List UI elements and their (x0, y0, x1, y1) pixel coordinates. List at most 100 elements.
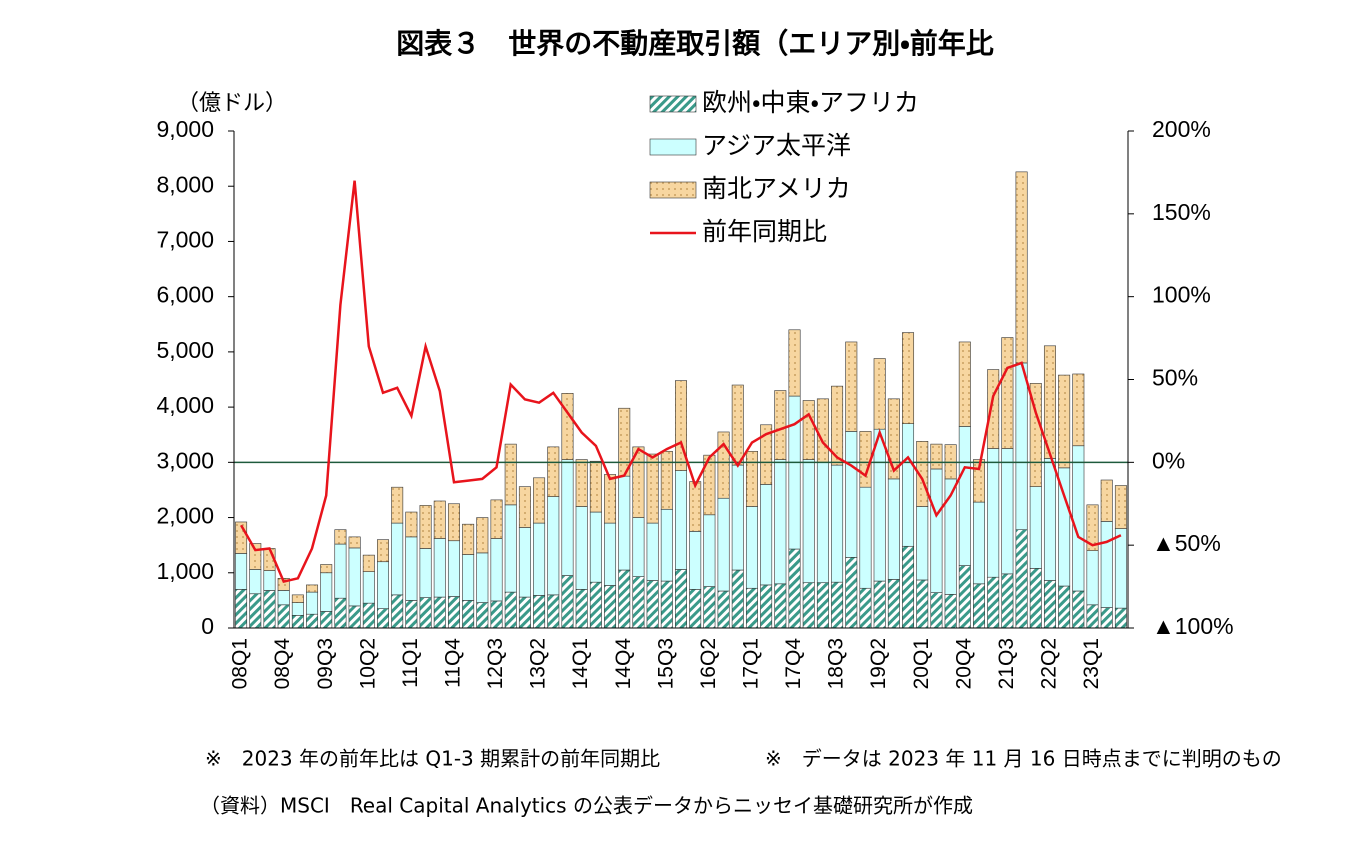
bar-segment (902, 545, 915, 629)
x-tick-label: 08Q4 (271, 638, 294, 690)
bar-segment (334, 543, 347, 599)
y-tick-label: 2,000 (156, 503, 214, 529)
bar-segment (675, 470, 687, 570)
bar-segment (632, 446, 645, 518)
bar-segment (504, 591, 517, 629)
x-tick-label: 12Q3 (484, 638, 507, 689)
bar-segment (334, 597, 347, 629)
bar-segment (717, 431, 730, 499)
bar-segment (887, 398, 900, 480)
bar-segment (731, 569, 744, 629)
bar-segment (632, 576, 645, 629)
bar-segment (476, 602, 489, 629)
bar-segment (419, 548, 432, 598)
bar-segment (859, 431, 872, 488)
bar-segment (1086, 504, 1099, 551)
y2-tick-label: 0% (1152, 447, 1185, 473)
bar-segment (462, 554, 475, 601)
bar-segment (618, 475, 631, 571)
bar-segment (902, 423, 915, 547)
bar-segment (745, 506, 758, 589)
note: ※ データは 2023 年 11 月 16 日時点までに判明のもの (765, 747, 1282, 771)
bar-segment (774, 583, 787, 629)
bar-segment (788, 548, 801, 629)
bar-segment (973, 583, 985, 629)
bar-segment (845, 431, 858, 558)
bar-segment (1015, 529, 1028, 629)
bar-segment (518, 527, 531, 598)
bar-segment (1001, 337, 1014, 449)
bar-segment (518, 596, 531, 629)
x-tick-label: 18Q3 (825, 638, 848, 689)
bar-segment (533, 522, 546, 596)
bar-segment (802, 582, 815, 629)
bar-segment (831, 385, 844, 466)
bar-segment (774, 390, 787, 460)
bar-segment (987, 448, 1000, 578)
bar-segment (447, 596, 460, 629)
y-tick-label: 3,000 (156, 447, 214, 473)
bar-segment (760, 484, 773, 586)
bar-segment (561, 575, 574, 629)
y2-tick-label: ▲100% (1152, 613, 1234, 639)
bar-segment (320, 611, 333, 629)
y-tick-label: 1,000 (156, 558, 214, 584)
bar-segment (788, 329, 801, 397)
bar-segment (987, 369, 1000, 449)
bar-segment (646, 580, 659, 629)
bar-segment (717, 590, 730, 629)
legend-label: アジア太平洋 (702, 131, 851, 160)
bar-segment (958, 341, 971, 427)
bar-segment (703, 586, 716, 629)
x-tick-label: 08Q1 (229, 638, 252, 689)
y-tick-label: 7,000 (156, 227, 214, 253)
bar-segment (348, 605, 361, 629)
bar-segment (788, 395, 801, 550)
bar-segment (433, 538, 446, 598)
bar-segment (575, 506, 588, 590)
bar-segment (249, 593, 262, 629)
bar-segment (1072, 445, 1085, 592)
legend-swatch (649, 138, 697, 156)
y-axis-label: （億ドル） (177, 91, 287, 116)
bar-segment (1058, 585, 1071, 629)
y-tick-label: 6,000 (156, 282, 214, 308)
x-tick-label: 17Q1 (739, 638, 762, 689)
bar-segment (518, 486, 531, 528)
bar-segment (887, 579, 900, 629)
bar-segment (405, 600, 418, 629)
bar-segment (1086, 604, 1099, 629)
bar-segment (1029, 486, 1042, 569)
bar-segment (277, 590, 290, 606)
source: （資料）MSCI Real Capital Analytics の公表データから… (200, 794, 973, 818)
bar-segment (391, 594, 404, 629)
bar-segment (859, 587, 872, 629)
bar-segment (589, 581, 602, 629)
bar-segment (632, 517, 645, 577)
bar-segment (618, 569, 631, 629)
bar-segment (987, 576, 1000, 629)
legend-label: 前年同期比 (702, 217, 827, 246)
bar-segment (930, 443, 943, 470)
bar-segment (405, 511, 418, 538)
bar-segment (916, 579, 929, 629)
bar-segment (802, 459, 815, 584)
bar-segment (902, 332, 915, 424)
x-tick-label: 15Q3 (654, 638, 677, 689)
bar-segment (660, 580, 673, 629)
y-tick-label: 5,000 (156, 337, 214, 363)
bar-segment (689, 589, 702, 629)
bar-segment (377, 539, 389, 563)
bar-segment (916, 506, 929, 581)
bar-segment (377, 608, 389, 629)
x-tick-label: 14Q4 (612, 638, 635, 690)
bar-segment (1015, 171, 1028, 364)
y2-tick-label: 100% (1152, 282, 1211, 308)
note: ※ 2023 年の前年比は Q1-3 期累計の前年同期比 (205, 747, 660, 771)
bar-segment (561, 393, 574, 460)
bar-segment (703, 454, 716, 516)
bar-segment (547, 446, 560, 497)
bar-segment (916, 441, 929, 507)
line-series (240, 180, 1122, 584)
bar-segment (1029, 568, 1042, 629)
